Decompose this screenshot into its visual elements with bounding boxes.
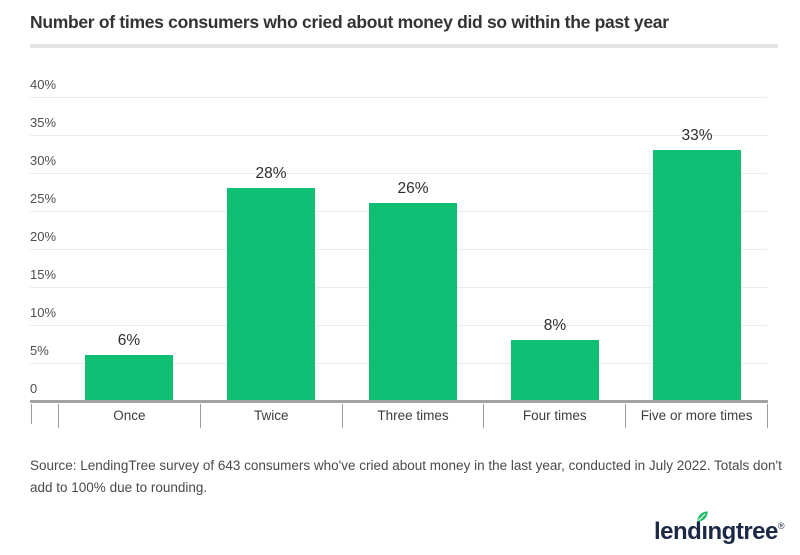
category-label: Twice	[199, 404, 342, 428]
bar-value-label: 8%	[543, 317, 567, 335]
logo-text-pre: lend	[653, 518, 702, 545]
source-note: Source: LendingTree survey of 643 consum…	[30, 458, 782, 495]
gridline	[30, 135, 767, 136]
category-label: Five or more times	[625, 404, 768, 428]
bar	[511, 340, 599, 401]
category-label: Once	[58, 404, 200, 428]
leaf-icon	[695, 509, 710, 524]
category-label: Three times	[341, 404, 484, 428]
title-divider	[30, 44, 778, 48]
logo-text-i: ı	[701, 518, 708, 545]
logo-text-post: ngtree	[707, 518, 779, 545]
y-axis-label: 40%	[30, 77, 57, 92]
bar-value-label: 33%	[681, 127, 713, 145]
bar-value-label: 26%	[397, 180, 429, 198]
y-axis-label: 10%	[30, 305, 57, 320]
axis-left-tick	[31, 404, 32, 424]
bar	[227, 188, 315, 401]
y-axis-label: 0	[30, 381, 38, 396]
bar-value-label: 6%	[117, 332, 141, 350]
bar	[85, 355, 173, 401]
gridline	[30, 97, 767, 98]
bar	[653, 150, 741, 401]
chart-title: Number of times consumers who cried abou…	[30, 12, 669, 32]
bar-value-label: 28%	[255, 165, 287, 183]
y-axis-label: 5%	[30, 343, 49, 358]
y-axis-label: 25%	[30, 191, 57, 206]
registered-mark: ®	[777, 521, 785, 531]
y-axis-label: 30%	[30, 153, 57, 168]
bar	[369, 203, 457, 401]
gridline	[30, 173, 767, 174]
category-label: Four times	[483, 404, 625, 428]
x-axis: Once Twice Three times Four times Five or mo…	[58, 404, 768, 428]
y-axis-label: 20%	[30, 229, 57, 244]
x-axis-line	[30, 400, 768, 403]
lendingtree-logo: lendıngtree®	[653, 511, 785, 546]
y-axis-label: 15%	[30, 267, 57, 282]
y-axis-label: 35%	[30, 115, 57, 130]
